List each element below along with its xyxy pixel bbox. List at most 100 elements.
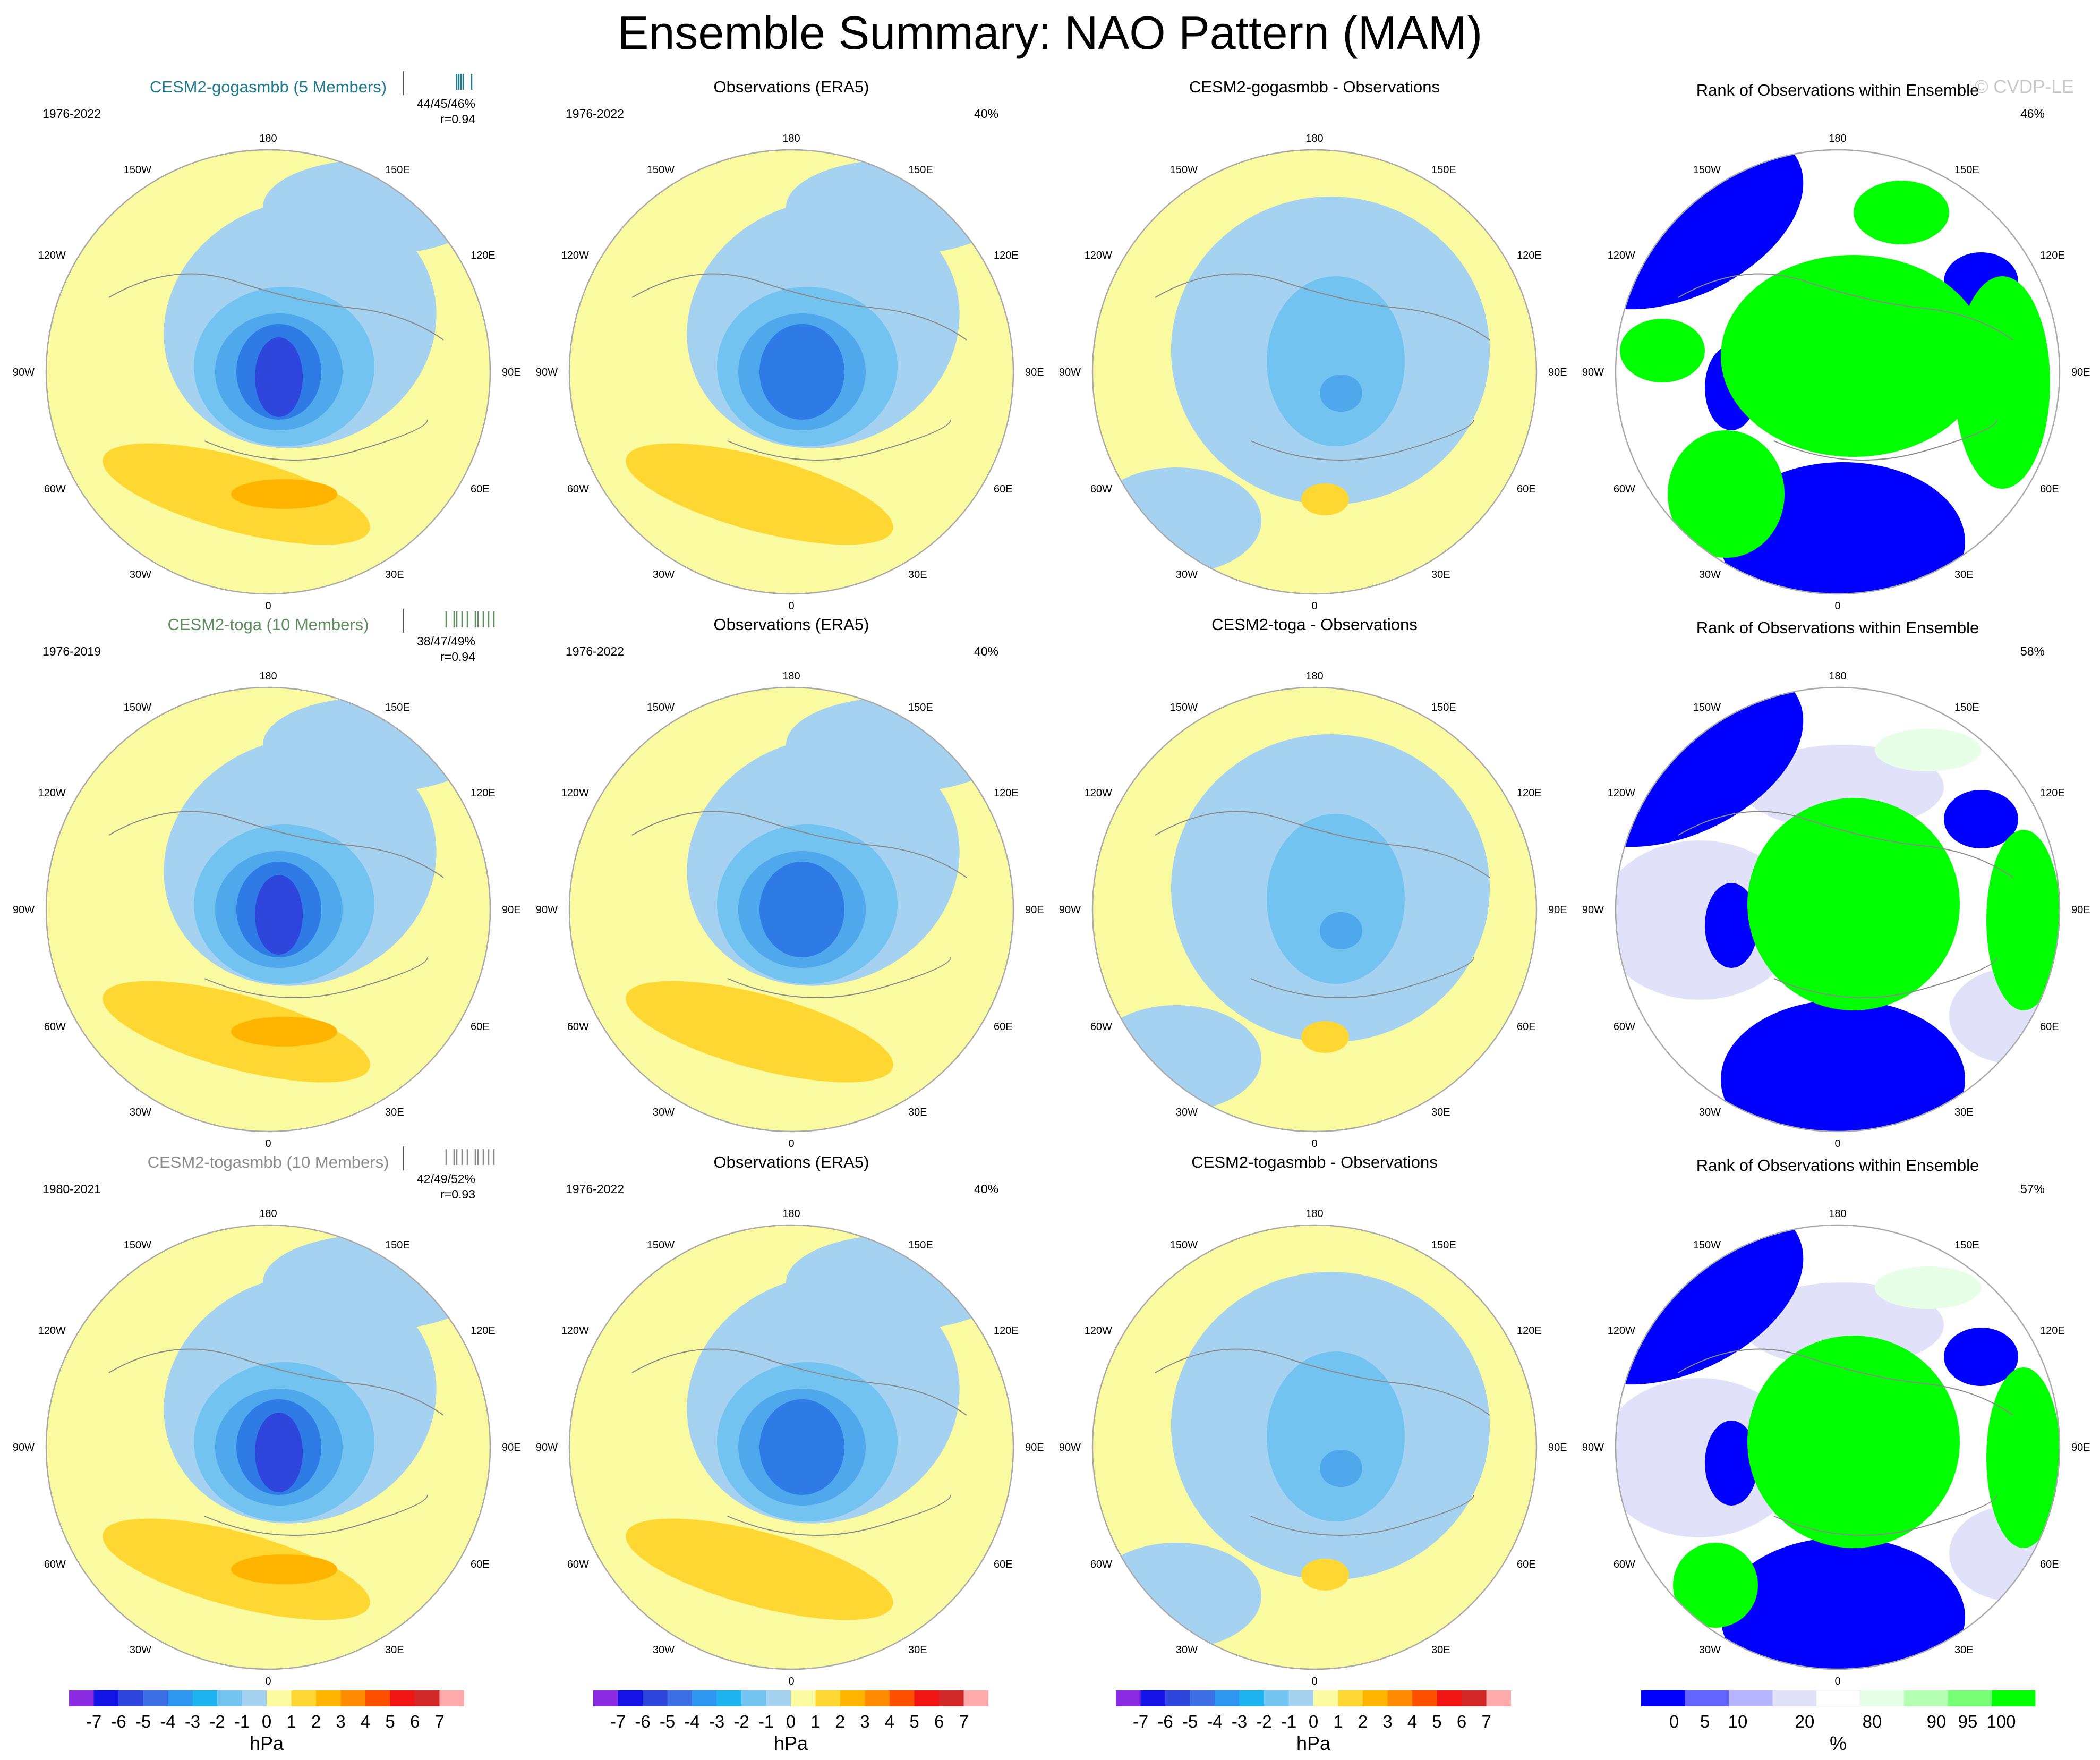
colorbar-tick: 80 <box>1863 1712 1882 1731</box>
lon-label: 30E <box>385 1107 404 1118</box>
lon-label: 180 <box>782 1208 800 1220</box>
lon-label: 0 <box>265 600 271 612</box>
lon-label: 120W <box>1085 1325 1112 1337</box>
colorbar-swatch <box>716 1690 741 1706</box>
model-panel-title: CESM2-togasmbb (10 Members) <box>148 1153 389 1171</box>
colorbar-tick: 0 <box>262 1712 271 1731</box>
colorbar-tick: 7 <box>1481 1712 1491 1731</box>
coastline-outline <box>1155 273 1490 341</box>
colorbar-swatch <box>415 1690 440 1706</box>
colorbar-tick: -2 <box>733 1712 749 1731</box>
lon-label: 0 <box>265 1138 271 1150</box>
rank-green-southwest <box>1673 1543 1758 1628</box>
lon-label: 90E <box>2071 904 2090 916</box>
lon-label: 0 <box>1834 600 1840 612</box>
colorbar-tick: -1 <box>234 1712 250 1731</box>
map-fill <box>1616 150 2060 594</box>
map-panel-r3-c4: 180 150E 120E 90E 60E 30E 0 30W 60W 90W 120W 150W <box>1582 1208 2090 1687</box>
model-variance-stats: 44/45/46% <box>417 97 475 110</box>
colorbar-swatch <box>1729 1690 1773 1706</box>
difference-panel-title: CESM2-toga - Observations <box>1211 615 1418 634</box>
contour-gold <box>1301 1021 1349 1053</box>
lon-label: 30W <box>1699 1107 1721 1118</box>
lon-label: 60W <box>44 1021 66 1033</box>
lon-label: 120E <box>2040 1325 2065 1337</box>
lon-label: 90W <box>13 1442 35 1453</box>
lon-label: 150E <box>1431 1239 1456 1251</box>
contour-dark-blue <box>759 1399 844 1495</box>
map-border <box>1615 149 2061 595</box>
colorbar-swatch <box>692 1690 717 1706</box>
contour-deep-blue <box>255 875 303 955</box>
lon-label: 30E <box>385 1644 404 1656</box>
lon-label: 120E <box>994 250 1019 261</box>
obs-panel-title: Observations (ERA5) <box>714 78 869 96</box>
obs-year-range: 1976-2022 <box>566 1182 624 1196</box>
contour-gold <box>626 443 893 545</box>
lon-label: 60E <box>994 483 1013 495</box>
lon-label: 30W <box>1176 1644 1198 1656</box>
colorbar-tick: -5 <box>135 1712 151 1731</box>
colorbar-swatch <box>242 1690 267 1706</box>
lon-label: 180 <box>1305 133 1323 144</box>
colorbar-swatch <box>69 1690 94 1706</box>
lon-label: 120E <box>994 787 1019 799</box>
colorbar-swatch <box>1190 1690 1215 1706</box>
lon-label: 30W <box>130 1107 151 1118</box>
contour-arctic-blue <box>263 1235 486 1330</box>
model-year-range: 1976-2019 <box>42 644 101 658</box>
longitude-labels: 180 150E 120E 90E 60E 30E 0 30W 60W 90W 120W 150W <box>1059 1208 1567 1687</box>
lon-label: 0 <box>788 1138 794 1150</box>
contour-dark-blue <box>759 862 844 957</box>
colorbar-tick: 5 <box>385 1712 395 1731</box>
lon-label: 120W <box>561 787 589 799</box>
colorbar-swatch <box>643 1690 668 1706</box>
colorbar-unit: hPa <box>774 1732 808 1754</box>
colorbar-tick: 95 <box>1958 1712 1978 1731</box>
lon-label: 60E <box>471 1021 490 1033</box>
colorbar-hpa: -7 -6 -5 -4 -3 -2 -1 0 1 2 3 4 5 6 7 hPa <box>593 1690 988 1754</box>
lon-label: 150E <box>908 164 933 176</box>
contour-southwest-blue <box>1092 1543 1261 1649</box>
map-panel-r1-c1: 180 150E 120E 90E 60E 30E 0 30W 60W 90W 120W 150W <box>13 133 521 612</box>
lon-label: 30W <box>1699 569 1721 581</box>
colorbar-swatch <box>1412 1690 1437 1706</box>
map-fill <box>1092 150 1536 594</box>
coastline-outline <box>631 811 967 878</box>
map-panel-r1-c4: 180 150E 120E 90E 60E 30E 0 30W 60W 90W 120W 150W <box>1582 133 2090 612</box>
coastline-outline <box>631 273 967 341</box>
lon-label: 150E <box>1431 702 1456 713</box>
colorbar-swatch <box>192 1690 217 1706</box>
coastline-outline <box>108 1348 444 1416</box>
lon-label: 60E <box>2040 1559 2059 1570</box>
lon-label: 30E <box>385 569 404 581</box>
rank-green-southwest <box>1668 430 1785 558</box>
lon-label: 120E <box>471 1325 496 1337</box>
obs-panel-title: Observations (ERA5) <box>714 615 869 634</box>
contour-gold <box>626 1518 893 1620</box>
lon-label: 0 <box>1311 1676 1317 1687</box>
colorbar-swatch <box>1948 1690 1992 1706</box>
colorbar-swatch <box>865 1690 890 1706</box>
longitude-labels: 180 150E 120E 90E 60E 30E 0 30W 60W 90W 120W 150W <box>1059 670 1567 1150</box>
lon-label: 180 <box>1829 1208 1846 1220</box>
colorbar-tick: 1 <box>286 1712 296 1731</box>
obs-year-range: 1976-2022 <box>566 107 624 121</box>
map-panel-r3-c1: 180 150E 120E 90E 60E 30E 0 30W 60W 90W 120W 150W <box>13 1208 521 1687</box>
lon-label: 150E <box>1954 702 1979 713</box>
colorbar-tick: 6 <box>1457 1712 1466 1731</box>
rank-blue-east <box>1944 1328 2018 1386</box>
lon-label: 90W <box>1059 367 1081 378</box>
model-variance-stats: 38/47/49% <box>417 634 475 648</box>
colorbar-swatch <box>914 1690 939 1706</box>
coastline-outline <box>1155 1348 1490 1416</box>
lon-label: 30E <box>908 1644 927 1656</box>
lon-label: 150E <box>385 1239 410 1251</box>
colorbar-swatch <box>1363 1690 1388 1706</box>
contour-blue <box>1320 1450 1362 1487</box>
lon-label: 30E <box>1431 1644 1450 1656</box>
contour-orange <box>231 1554 337 1584</box>
map-border <box>1091 1224 1538 1670</box>
lon-label: 60W <box>1614 483 1635 495</box>
lon-label: 150W <box>1170 164 1198 176</box>
